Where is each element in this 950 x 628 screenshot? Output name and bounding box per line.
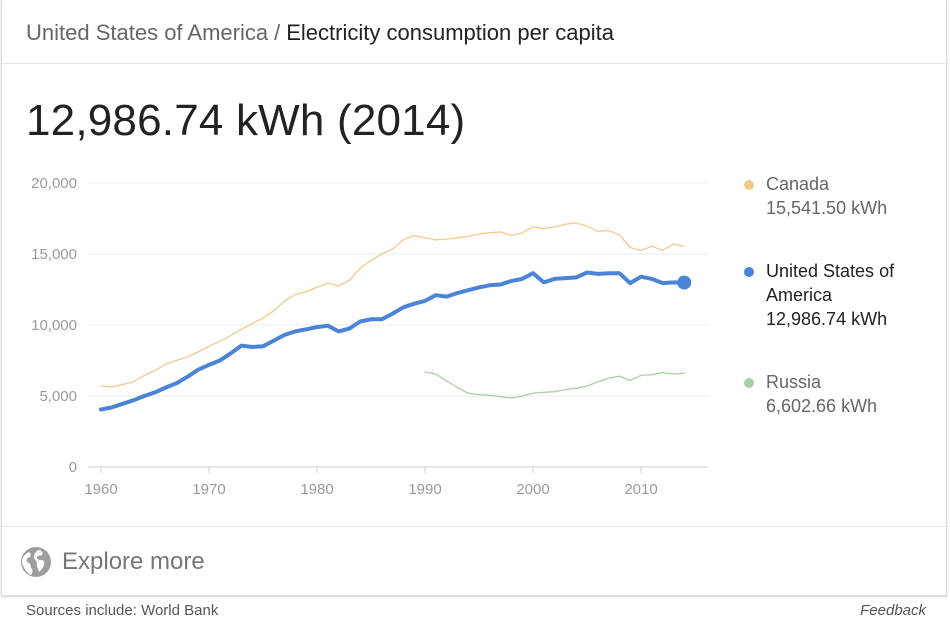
legend-name: Canada xyxy=(766,174,830,194)
x-tick-label: 1960 xyxy=(84,481,117,498)
y-tick-label: 0 xyxy=(69,459,77,476)
x-tick-label: 1980 xyxy=(300,481,333,498)
line-chart[interactable]: 0 5,000 10,000 15,000 20,000 1960 1970 1980 1990… xyxy=(2,0,948,526)
feedback-link[interactable]: Feedback xyxy=(860,602,926,619)
breadcrumb-current: Electricity consumption per capita xyxy=(286,20,614,45)
x-tick-label: 1990 xyxy=(408,481,441,498)
series-line-united-states xyxy=(99,270,687,412)
y-tick-label: 15,000 xyxy=(31,246,77,263)
y-tick-label: 5,000 xyxy=(39,388,77,405)
legend-value: 12,986.74 kWh xyxy=(766,309,888,329)
y-tick-label: 10,000 xyxy=(31,317,77,334)
card-header: United States of America / Electricity con… xyxy=(2,0,946,64)
breadcrumb-parent-link[interactable]: United States of America xyxy=(26,20,269,45)
legend-name: United States of America xyxy=(766,261,895,305)
sources-text: Sources include: World Bank xyxy=(26,602,219,619)
series-line-canada xyxy=(100,222,685,388)
knowledge-card: United States of America / Electricity con… xyxy=(1,0,947,596)
x-tick-label: 1970 xyxy=(192,481,225,498)
x-tick-label: 2010 xyxy=(624,481,657,498)
explore-more-link[interactable]: Explore more xyxy=(20,545,205,579)
series-line-russia xyxy=(424,371,685,399)
breadcrumb-separator: / xyxy=(274,20,281,45)
globe-icon xyxy=(21,547,51,577)
breadcrumb: United States of America / Electricity con… xyxy=(26,20,614,46)
y-tick-label: 20,000 xyxy=(31,175,77,192)
legend-dot-united-states xyxy=(744,267,754,277)
x-tick-label: 2000 xyxy=(516,481,549,498)
legend-dot-russia xyxy=(744,378,754,388)
headline-value: 12,986.74 kWh (2014) xyxy=(26,96,466,145)
explore-more-label: Explore more xyxy=(62,548,205,575)
legend-name: Russia xyxy=(766,372,822,392)
divider xyxy=(2,526,946,527)
legend-dot-canada xyxy=(744,180,754,190)
data-point-marker xyxy=(677,275,692,290)
legend-value: 6,602.66 kWh xyxy=(766,396,878,416)
legend-value: 15,541.50 kWh xyxy=(766,198,888,218)
